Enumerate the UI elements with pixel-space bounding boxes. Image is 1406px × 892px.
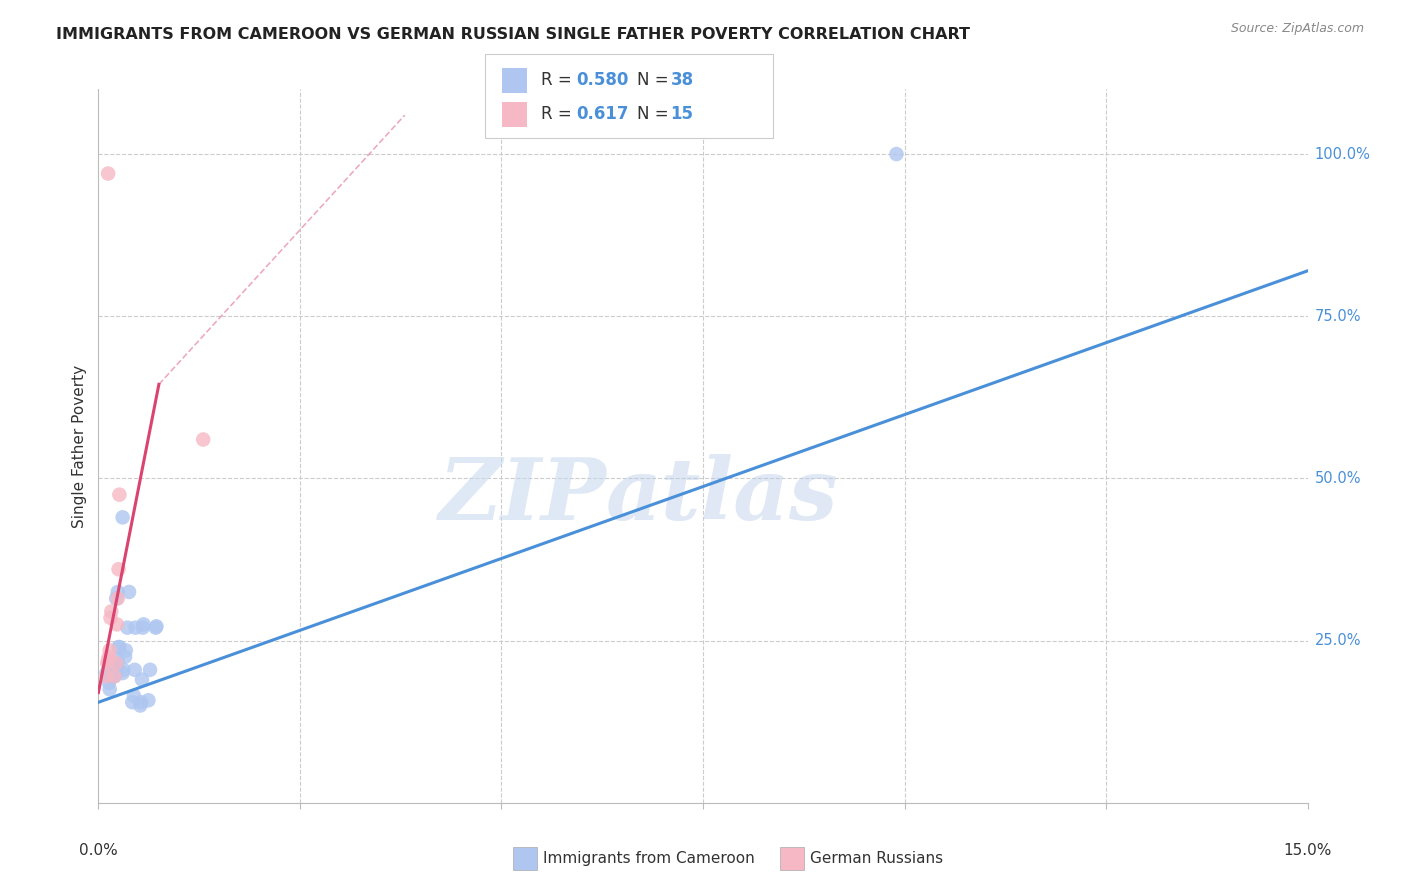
Text: 50.0%: 50.0%	[1315, 471, 1361, 486]
Point	[886, 147, 908, 161]
Point	[139, 663, 162, 677]
Point	[100, 604, 122, 618]
Point	[121, 695, 143, 709]
Point	[108, 640, 131, 654]
Point	[96, 666, 118, 681]
Point	[193, 433, 215, 447]
Text: N =: N =	[637, 71, 673, 89]
Point	[118, 585, 141, 599]
Point	[124, 663, 146, 677]
Point	[145, 621, 167, 635]
Text: Source: ZipAtlas.com: Source: ZipAtlas.com	[1230, 22, 1364, 36]
Point	[98, 682, 121, 697]
Text: 15.0%: 15.0%	[1284, 843, 1331, 858]
Text: 0.0%: 0.0%	[79, 843, 118, 858]
Point	[138, 693, 160, 707]
Point	[132, 617, 155, 632]
Point	[105, 617, 128, 632]
Text: ZIP: ZIP	[439, 454, 606, 538]
Point	[131, 673, 153, 687]
Point	[122, 689, 145, 703]
Text: 38: 38	[671, 71, 693, 89]
Text: atlas: atlas	[606, 454, 839, 538]
Text: N =: N =	[637, 105, 673, 123]
Text: 15: 15	[671, 105, 693, 123]
Point	[117, 621, 139, 635]
Point	[101, 657, 124, 671]
Text: R =: R =	[541, 71, 578, 89]
Point	[107, 653, 129, 667]
Point	[111, 666, 134, 681]
Text: 0.617: 0.617	[576, 105, 628, 123]
Text: Immigrants from Cameroon: Immigrants from Cameroon	[543, 851, 755, 865]
Point	[107, 640, 129, 654]
Point	[124, 621, 146, 635]
Text: German Russians: German Russians	[810, 851, 943, 865]
Point	[100, 611, 122, 625]
Point	[107, 591, 129, 606]
Point	[97, 649, 120, 664]
Text: 0.580: 0.580	[576, 71, 628, 89]
Point	[105, 657, 128, 671]
Point	[111, 510, 134, 524]
Point	[107, 585, 129, 599]
Point	[97, 669, 120, 683]
Point	[103, 669, 125, 683]
Point	[97, 653, 120, 667]
Point	[114, 643, 136, 657]
Point	[101, 659, 124, 673]
Point	[129, 698, 152, 713]
Point	[103, 659, 125, 673]
Point	[96, 669, 118, 683]
Point	[97, 675, 120, 690]
Point	[132, 621, 155, 635]
Point	[96, 657, 118, 671]
Point	[98, 643, 121, 657]
Point	[105, 659, 128, 673]
Point	[105, 666, 128, 681]
Point	[145, 619, 167, 633]
Point	[97, 167, 120, 181]
Text: 75.0%: 75.0%	[1315, 309, 1361, 324]
Point	[108, 488, 131, 502]
Y-axis label: Single Father Poverty: Single Father Poverty	[72, 365, 87, 527]
Text: 100.0%: 100.0%	[1315, 146, 1371, 161]
Point	[105, 591, 128, 606]
Point	[100, 663, 122, 677]
Point	[103, 669, 125, 683]
Point	[129, 695, 152, 709]
Point	[107, 562, 129, 576]
Text: IMMIGRANTS FROM CAMEROON VS GERMAN RUSSIAN SINGLE FATHER POVERTY CORRELATION CHA: IMMIGRANTS FROM CAMEROON VS GERMAN RUSSI…	[56, 27, 970, 42]
Point	[114, 649, 136, 664]
Text: 25.0%: 25.0%	[1315, 633, 1361, 648]
Text: R =: R =	[541, 105, 582, 123]
Point	[112, 663, 135, 677]
Point	[100, 666, 122, 681]
